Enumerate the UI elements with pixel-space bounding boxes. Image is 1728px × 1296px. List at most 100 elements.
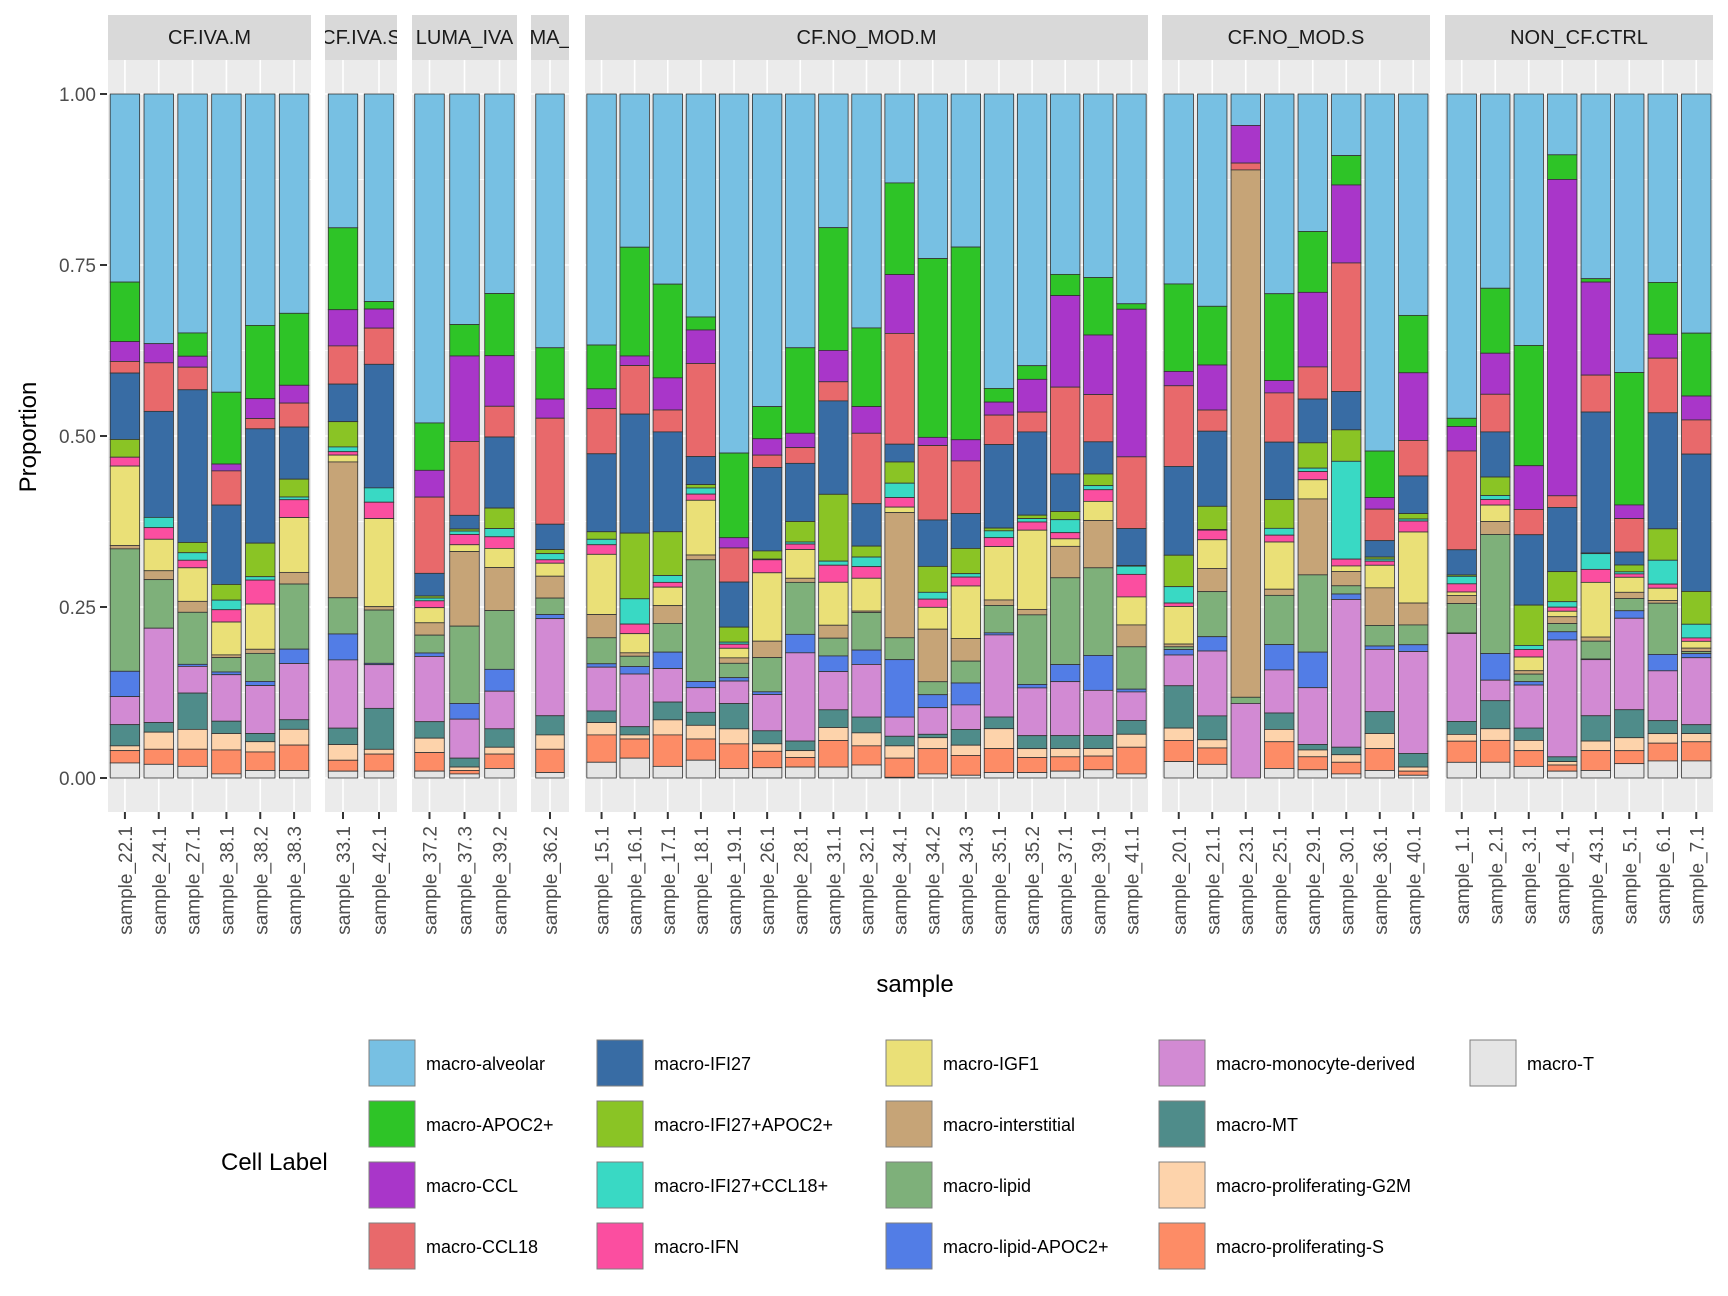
bar-segment: [652, 283, 683, 379]
bar-segment: [950, 729, 981, 746]
bar-segment: [1197, 505, 1228, 530]
bar-segment: [1547, 639, 1578, 758]
bar-segment: [245, 542, 276, 578]
bar-stack: [1614, 93, 1645, 779]
bar-segment: [211, 733, 242, 751]
bar-segment: [245, 648, 276, 654]
bar-segment: [1116, 528, 1147, 566]
bar-segment: [1513, 604, 1544, 646]
bar-segment: [950, 573, 981, 578]
bar-segment: [1580, 553, 1611, 570]
bar-segment: [1364, 560, 1395, 566]
bar-segment: [1446, 591, 1477, 596]
bar-segment: [1364, 748, 1395, 771]
bar-segment: [245, 741, 276, 753]
bar-segment: [917, 694, 948, 709]
bar-segment: [586, 553, 617, 615]
bar-segment: [1163, 554, 1194, 588]
bar-segment: [1446, 417, 1477, 427]
bar-segment: [1297, 231, 1328, 293]
bar-segment: [1163, 646, 1194, 650]
bar-segment: [752, 467, 783, 552]
bar-segment: [245, 603, 276, 650]
bar-segment: [327, 727, 359, 745]
bar-segment: [484, 753, 515, 769]
bar-segment: [1264, 441, 1295, 501]
bar-segment: [917, 519, 948, 567]
bar-segment: [1331, 593, 1362, 600]
bar-segment: [363, 93, 395, 302]
bar-stack: [327, 93, 359, 779]
bar-segment: [1647, 670, 1678, 722]
bar-segment: [278, 663, 310, 721]
legend-label: macro-lipid-APOC2+: [943, 1237, 1109, 1257]
bar-segment: [586, 388, 617, 410]
legend-item: macro-CCL: [368, 1161, 518, 1209]
bar-segment: [652, 623, 683, 653]
bar-segment: [1331, 571, 1362, 587]
bar-segment: [851, 745, 882, 766]
x-tick-label: sample_2.1: [1486, 826, 1507, 924]
bar-segment: [414, 469, 445, 498]
bar-stack: [718, 93, 750, 779]
x-tick-label: sample_4.1: [1553, 826, 1574, 924]
bar-segment: [245, 418, 276, 430]
bar-segment: [143, 527, 174, 540]
bar-segment: [983, 716, 1015, 730]
bar-segment: [414, 752, 445, 772]
bar-stack: [535, 93, 565, 779]
x-tick-label: sample_34.2: [924, 826, 945, 935]
bar-segment: [1083, 689, 1114, 736]
bar-segment: [752, 743, 783, 752]
facet-panel: CF.NO_MOD.S sample_20.1 sample_21.1 sample_…: [1162, 15, 1430, 935]
bar-segment: [1580, 770, 1611, 779]
bar-segment: [211, 599, 242, 611]
bar-segment: [619, 623, 650, 635]
bar-segment: [1446, 733, 1477, 742]
bar-segment: [1331, 585, 1362, 595]
bar-segment: [619, 738, 650, 759]
bar-segment: [983, 401, 1015, 416]
bar-segment: [619, 598, 650, 625]
bar-segment: [1116, 303, 1147, 310]
legend-swatch: [368, 1039, 416, 1087]
bar-segment: [327, 454, 359, 463]
bar-segment: [1331, 155, 1362, 186]
bar-segment: [1364, 625, 1395, 647]
bar-segment: [983, 748, 1015, 773]
bar-segment: [484, 436, 515, 509]
legend-swatch: [1158, 1100, 1206, 1148]
bar-segment: [1116, 688, 1147, 693]
bar-segment: [211, 621, 242, 656]
bar-segment: [1331, 262, 1362, 392]
bar-segment: [535, 715, 565, 736]
bar-segment: [143, 362, 174, 412]
bar-segment: [685, 724, 717, 740]
bar-segment: [917, 591, 948, 600]
x-tick-label: sample_27.1: [184, 826, 205, 935]
bar-segment: [718, 452, 750, 539]
bar-segment: [177, 552, 208, 561]
bar-segment: [619, 365, 650, 415]
bar-segment: [917, 598, 948, 608]
bar-segment: [818, 581, 849, 626]
x-tick-label: sample_5.1: [1620, 826, 1641, 924]
bar-segment: [177, 542, 208, 554]
bar-segment: [484, 610, 515, 670]
x-tick-label: sample_31.1: [824, 826, 845, 935]
bar-segment: [484, 355, 515, 407]
bar-segment: [1364, 564, 1395, 589]
bar-segment: [449, 773, 480, 779]
bar-segment: [1681, 647, 1712, 652]
bar-segment: [177, 93, 208, 334]
bar-segment: [449, 530, 480, 535]
bar-segment: [535, 93, 565, 349]
bar-segment: [917, 606, 948, 630]
bar-segment: [109, 724, 141, 747]
bar-segment: [1116, 624, 1147, 648]
legend-label: macro-T: [1527, 1054, 1594, 1074]
bar-segment: [1446, 595, 1477, 604]
x-tick-label: sample_1.1: [1453, 826, 1474, 924]
bar-stack: [851, 93, 882, 779]
bar-segment: [1163, 727, 1194, 741]
